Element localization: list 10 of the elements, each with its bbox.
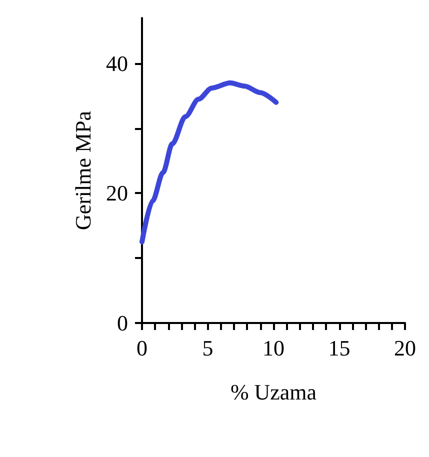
y-tick-label: 20 <box>106 180 128 206</box>
x-tick-label: 0 <box>136 336 148 360</box>
x-tick-label: 10 <box>262 336 284 360</box>
x-tick-label: 5 <box>202 336 214 360</box>
y-tick-label: 40 <box>106 50 128 76</box>
y-axis-title: Gerilme MPa <box>70 110 96 230</box>
y-tick-label: 0 <box>117 310 128 336</box>
x-tick-label: 20 <box>394 336 416 360</box>
x-tick-label: 15 <box>328 336 350 360</box>
x-axis-title: % Uzama <box>230 380 317 404</box>
